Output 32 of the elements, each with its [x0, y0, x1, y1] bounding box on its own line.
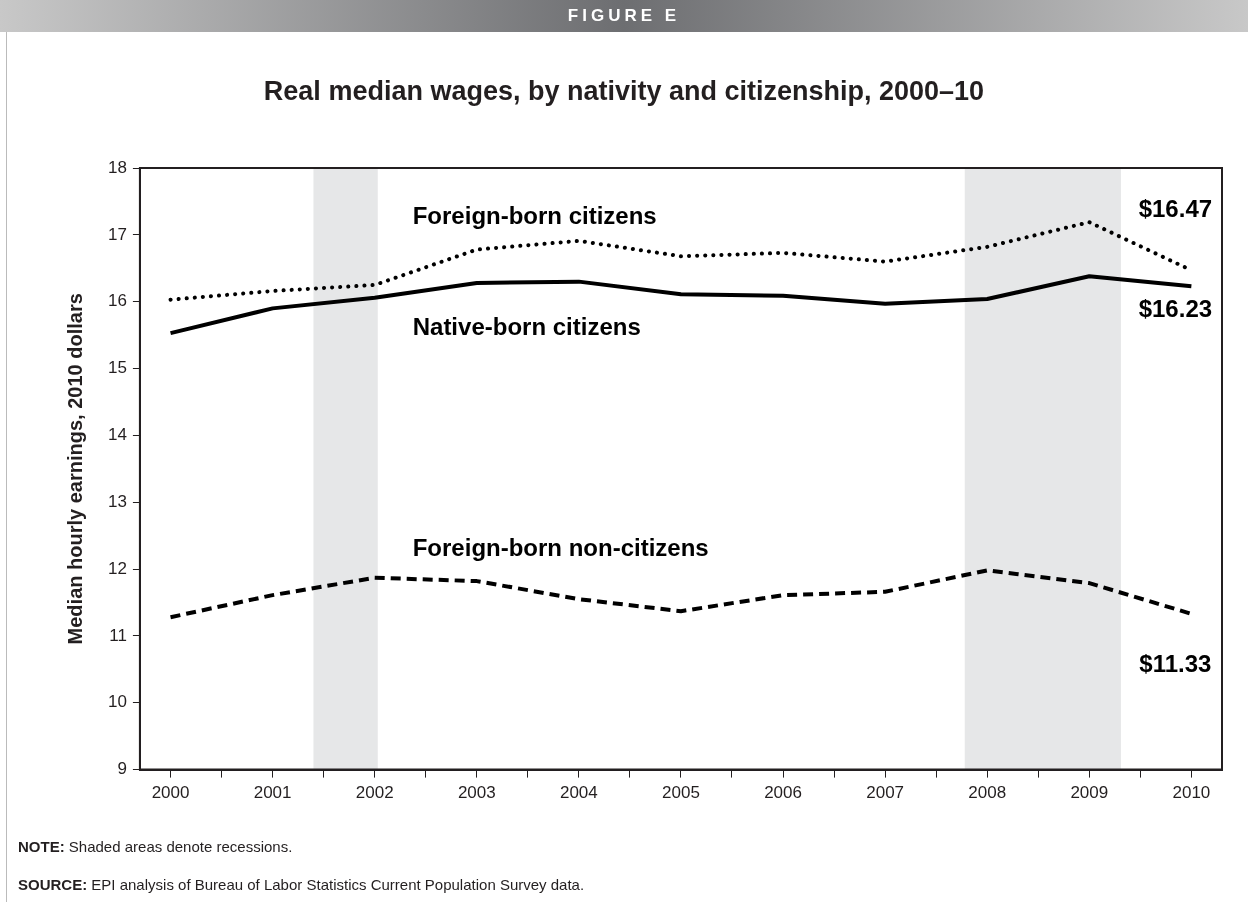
- y-tick-label: 14: [107, 425, 127, 445]
- source-note: SOURCE: EPI analysis of Bureau of Labor Statistics Current Population Survey data.: [18, 876, 585, 893]
- x-tick-label: 2010: [1172, 783, 1211, 803]
- x-tick-label: 2001: [253, 783, 292, 803]
- x-tick-label: 2009: [1070, 783, 1109, 803]
- data-label: $16.23: [1138, 294, 1213, 322]
- x-tick-label: 2008: [968, 783, 1007, 803]
- series-label: Foreign-born non-citizens: [412, 534, 709, 562]
- y-tick-label: 16: [107, 291, 127, 311]
- text: NOTE: Shaded areas denote recessions.: [18, 838, 293, 855]
- y-tick-label: 17: [107, 224, 127, 244]
- chart-subtitle: FIGURE E: [0, 0, 1248, 32]
- y-tick-label: 18: [107, 157, 127, 177]
- y-tick-label: 9: [117, 759, 127, 779]
- y-tick-label: 12: [107, 558, 127, 578]
- y-tick-label: 11: [109, 625, 127, 645]
- x-tick-label: 2005: [662, 783, 700, 803]
- data-label: $16.47: [1138, 194, 1213, 222]
- x-tick-label: 2006: [764, 783, 802, 803]
- y-tick-label: 10: [107, 692, 127, 712]
- y-tick-label: 13: [107, 491, 127, 511]
- x-tick-label: 2002: [355, 783, 394, 803]
- series-label: Foreign-born citizens: [412, 201, 657, 229]
- y-tick-label: 15: [107, 358, 127, 378]
- x-tick-label: 2003: [457, 783, 496, 803]
- series-label: Native-born citizens: [412, 313, 641, 341]
- chart-title: Real median wages, by nativity and citizenship, 2000–10: [262, 76, 986, 107]
- x-tick-label: 2000: [151, 783, 190, 803]
- x-tick-label: 2004: [559, 783, 598, 803]
- x-tick-label: 2007: [866, 783, 905, 803]
- data-label: $11.33: [1139, 650, 1212, 678]
- y-axis-title: Median hourly earnings, 2010 dollars: [63, 293, 86, 645]
